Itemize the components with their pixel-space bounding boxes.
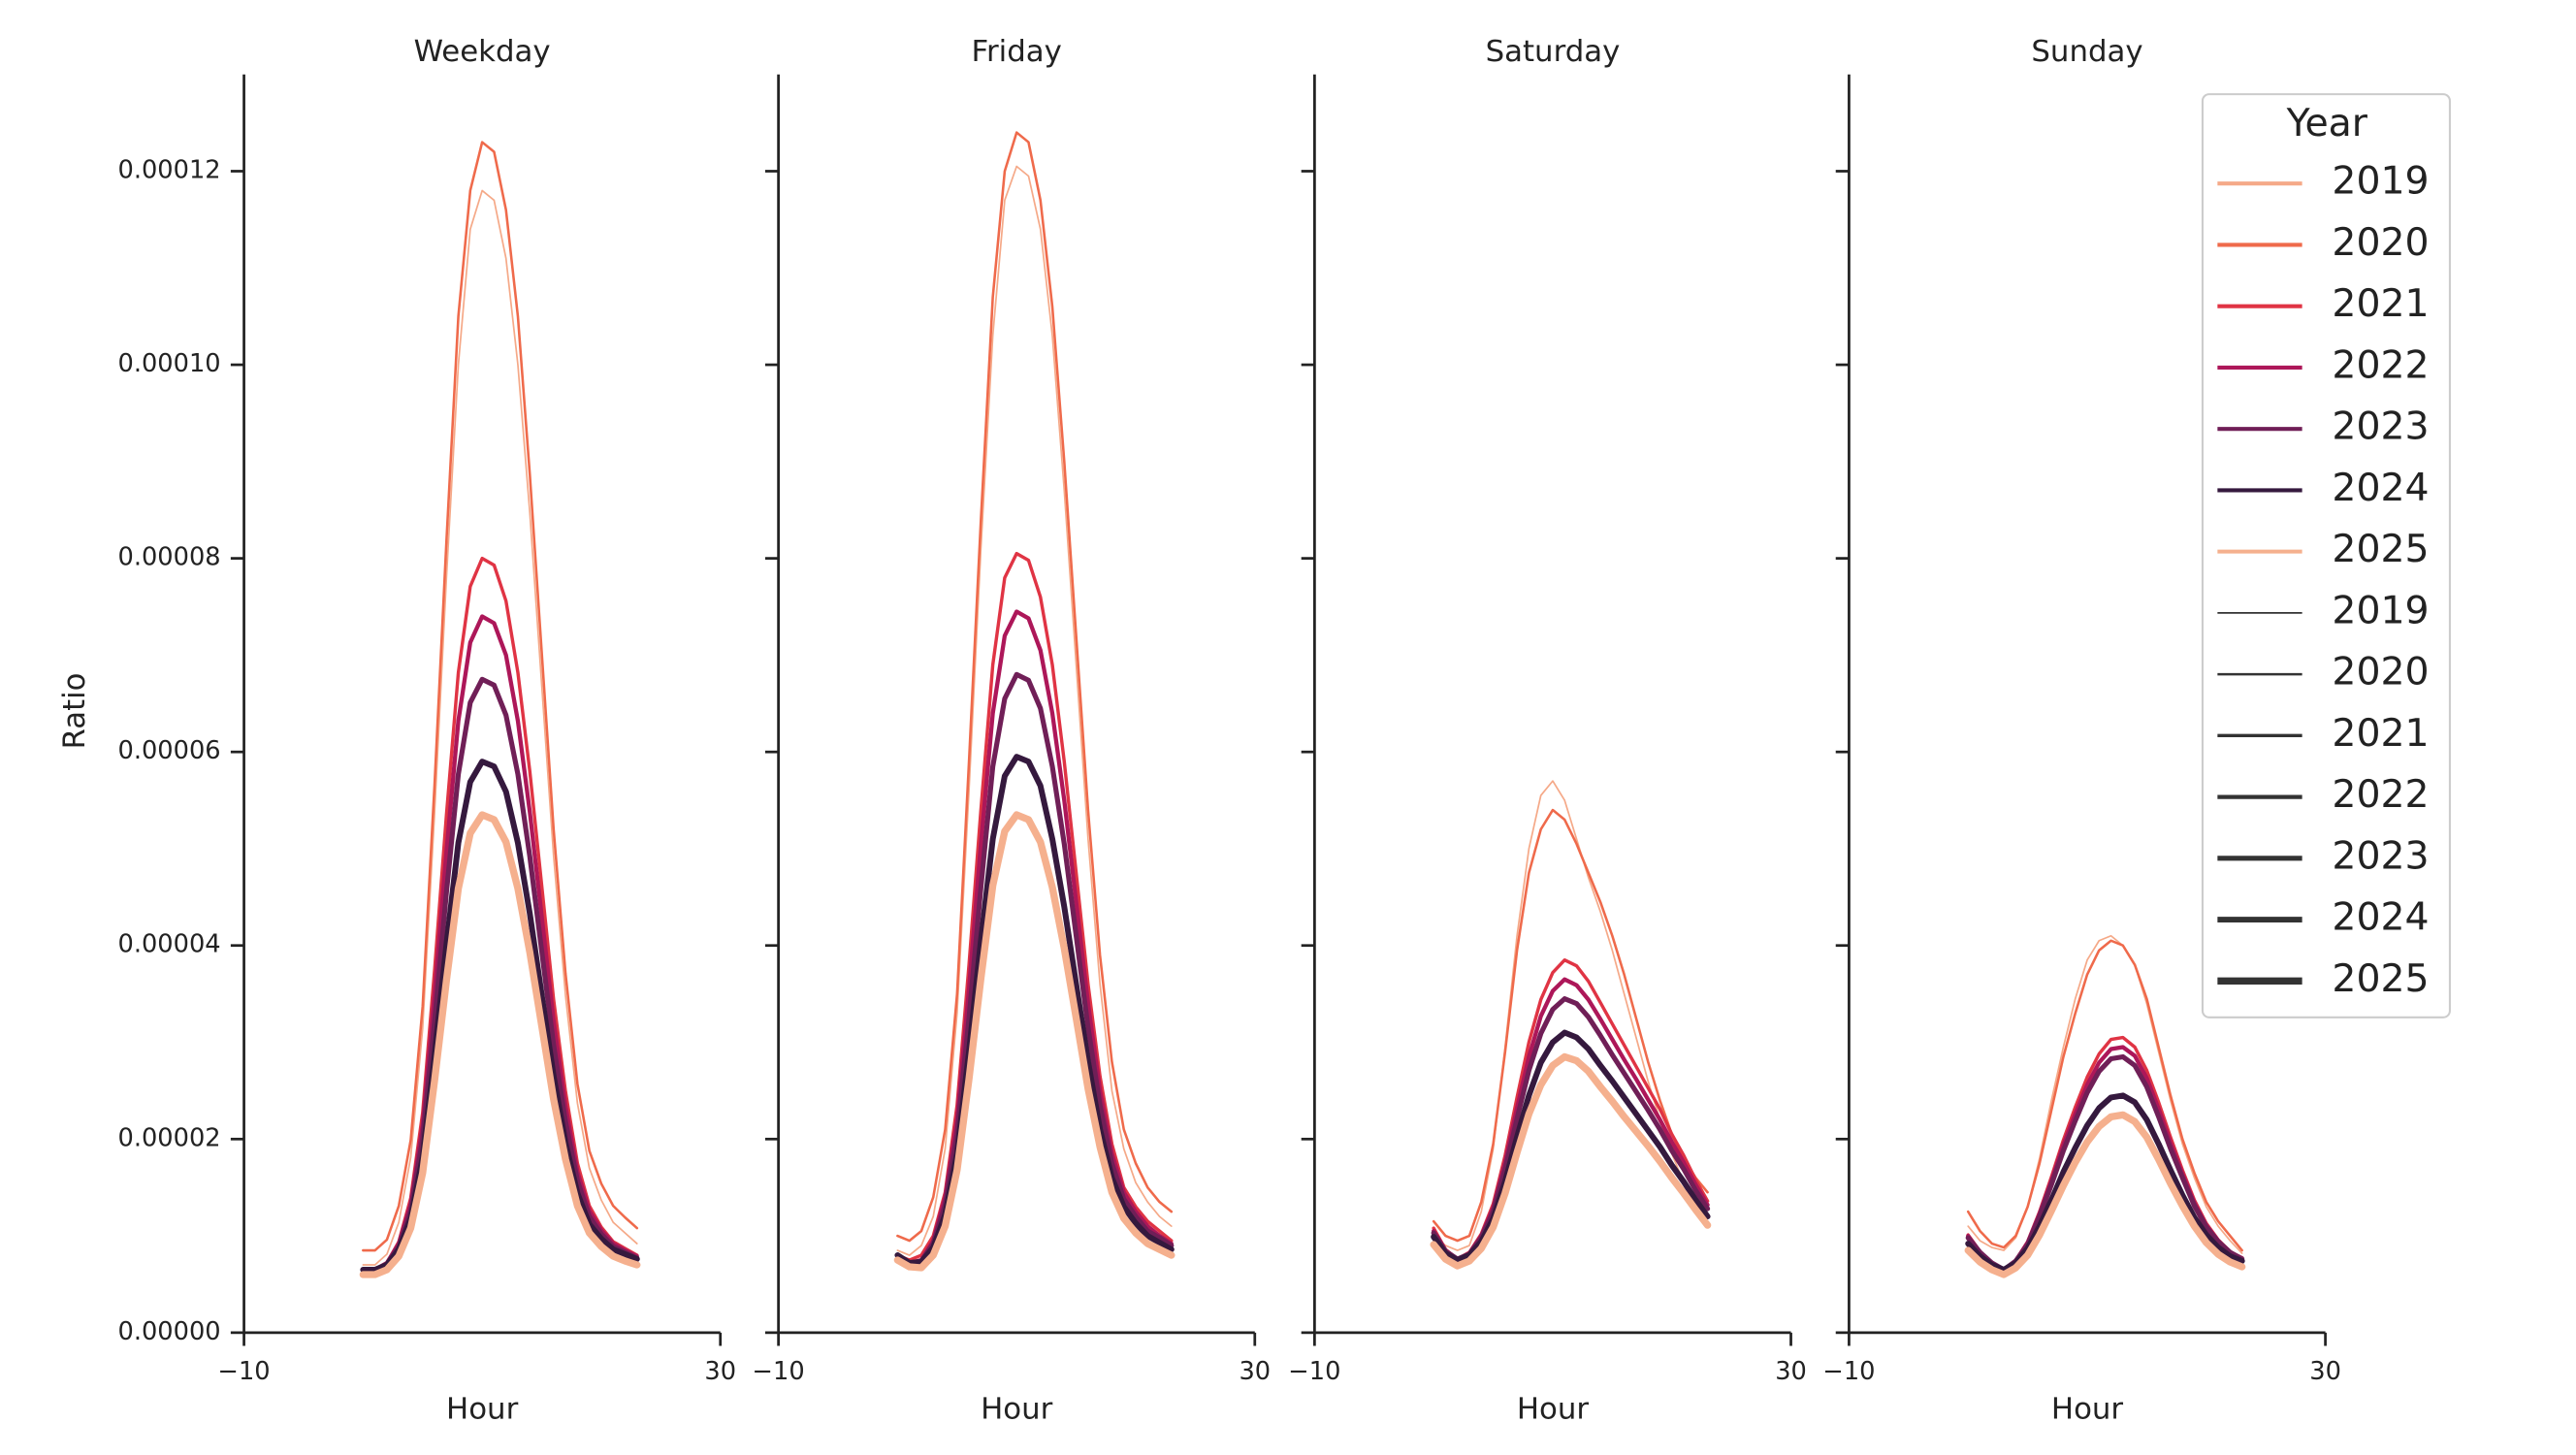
series-line (359, 811, 641, 1278)
series-line (1965, 1092, 2245, 1273)
legend-label: 2024 (2332, 467, 2429, 510)
series-line (893, 811, 1175, 1272)
panel-title: Weekday (414, 34, 551, 69)
legend-box (2201, 93, 2451, 1018)
x-axis-label: Hour (1517, 1392, 1590, 1427)
x-tick-label: −10 (1822, 1357, 1875, 1386)
legend-label: 2022 (2332, 343, 2429, 387)
x-tick-label: 30 (1239, 1357, 1271, 1386)
series-line (362, 189, 638, 1266)
legend-label: 2022 (2332, 773, 2429, 817)
y-tick-label: 0.00006 (117, 736, 220, 765)
series-line (1966, 939, 2243, 1252)
panel-title: Friday (972, 34, 1062, 69)
legend-label: 2025 (2332, 957, 2429, 1001)
series-line (1431, 1029, 1711, 1264)
legend-label: 2019 (2332, 160, 2429, 204)
x-tick-label: −10 (217, 1357, 270, 1386)
y-tick-label: 0.00008 (117, 543, 220, 572)
series-line (1430, 1052, 1712, 1270)
legend-label: 2025 (2332, 528, 2429, 571)
legend-label: 2023 (2332, 834, 2429, 878)
series-line (362, 141, 639, 1252)
x-tick-label: 30 (704, 1357, 736, 1386)
series-line (1967, 934, 2243, 1254)
x-axis-label: Hour (2051, 1392, 2124, 1427)
series-line (1964, 1111, 2246, 1278)
y-tick-label: 0.00004 (117, 930, 220, 959)
legend-label: 2021 (2332, 712, 2429, 756)
legend-label: 2020 (2332, 221, 2429, 265)
panel-title: Saturday (1486, 34, 1621, 69)
legend: Year 2019 2020 2021 2022 2023 2024 2025 2019 2020… (2201, 93, 2451, 1018)
series-line (896, 165, 1173, 1256)
legend-label: 2023 (2332, 405, 2429, 449)
legend-title: Year (2286, 102, 2368, 146)
series-line (1432, 808, 1709, 1243)
x-tick-label: −10 (1288, 1357, 1340, 1386)
legend-label: 2019 (2332, 589, 2429, 632)
y-tick-label: 0.00002 (117, 1123, 220, 1152)
legend-label: 2024 (2332, 896, 2429, 940)
y-tick-label: 0.00010 (117, 349, 220, 378)
y-tick-label: 0.00012 (117, 156, 220, 185)
x-tick-label: 30 (1775, 1357, 1807, 1386)
x-axis-label: Hour (446, 1392, 519, 1427)
series-line (896, 131, 1174, 1243)
legend-label: 2021 (2332, 282, 2429, 326)
y-axis-label: Ratio (57, 673, 92, 750)
legend-label: 2020 (2332, 651, 2429, 695)
x-tick-label: 30 (2309, 1357, 2341, 1386)
x-axis-label: Hour (981, 1392, 1053, 1427)
panel-title: Sunday (2031, 34, 2142, 69)
x-tick-label: −10 (753, 1357, 805, 1386)
y-tick-label: 0.00000 (117, 1317, 220, 1346)
